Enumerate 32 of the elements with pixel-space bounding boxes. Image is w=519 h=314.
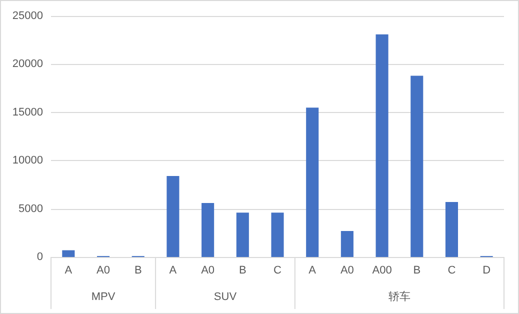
y-tick-label: 0 — [36, 251, 43, 263]
y-tick-label: 25000 — [12, 10, 43, 22]
bar — [340, 230, 354, 257]
bar — [236, 212, 249, 257]
x-tick-label: A00 — [372, 264, 392, 276]
x-tick-label: A — [169, 264, 178, 276]
text: MPV — [91, 291, 116, 303]
x-tick-label: B — [134, 264, 142, 276]
x-tick-label: A — [308, 264, 317, 276]
y-tick-label: 5000 — [18, 202, 43, 215]
x-tick-label: A0 — [96, 264, 110, 276]
bar — [62, 250, 75, 257]
x-tick-label: C — [274, 264, 282, 276]
y-tick-label: 20000 — [12, 58, 43, 70]
bar — [306, 108, 319, 257]
y-tick-label: 10000 — [12, 154, 43, 167]
bar — [445, 202, 458, 257]
text: SUV — [214, 291, 238, 303]
x-tick-label: C — [448, 264, 456, 276]
bar — [410, 76, 424, 257]
x-tick-label: A0 — [201, 264, 215, 276]
bar — [271, 212, 284, 257]
x-tick-label: A0 — [340, 264, 354, 276]
y-tick-label: 15000 — [12, 106, 43, 118]
text: 轿车 — [388, 290, 410, 303]
x-tick-label: B — [413, 264, 421, 276]
bar — [376, 34, 388, 257]
bar — [202, 203, 214, 257]
bar — [166, 176, 180, 257]
x-tick-label: D — [482, 264, 491, 276]
x-tick-label: B — [238, 264, 246, 276]
x-tick-label: A — [64, 264, 73, 276]
